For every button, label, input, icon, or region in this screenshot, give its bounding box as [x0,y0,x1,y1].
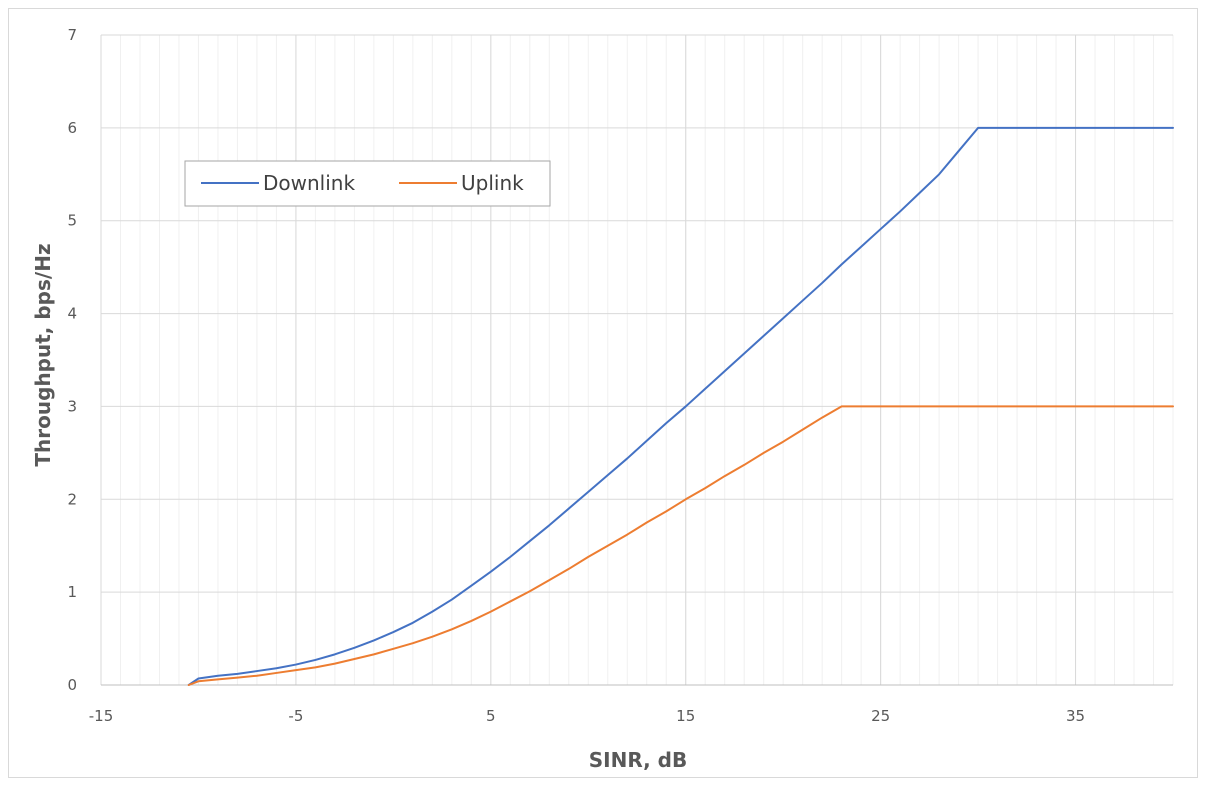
x-tick-label: 35 [1066,707,1085,725]
x-tick-label: -5 [288,707,303,725]
y-tick-labels: 0 1 2 3 4 5 6 7 [67,26,77,694]
x-tick-label: 25 [871,707,890,725]
y-tick-label: 4 [67,305,77,323]
major-gridlines [100,34,1173,685]
y-tick-label: 1 [67,583,77,601]
x-tick-label: 15 [676,707,695,725]
x-axis-title: SINR, dB [589,748,687,772]
legend-label-uplink: Uplink [461,171,524,195]
y-tick-label: 6 [67,119,77,137]
series-line-uplink [187,405,1174,686]
chart-legend: Downlink Uplink [184,160,551,207]
y-tick-label: 2 [67,490,77,508]
y-tick-label: 3 [67,397,77,415]
x-tick-label: 5 [486,707,496,725]
y-tick-label: 7 [67,26,77,44]
y-axis-title: Throughput, bps/Hz [31,243,55,466]
x-tick-labels: -15 -5 5 15 25 35 [89,707,1085,725]
chart-frame [8,8,1198,778]
minor-gridlines [100,35,1174,685]
series-layer [187,126,1174,686]
x-tick-label: -15 [89,707,114,725]
series-line-downlink [187,126,1174,686]
y-tick-label: 0 [67,676,77,694]
y-tick-label: 5 [67,212,77,230]
legend-label-downlink: Downlink [263,171,355,195]
